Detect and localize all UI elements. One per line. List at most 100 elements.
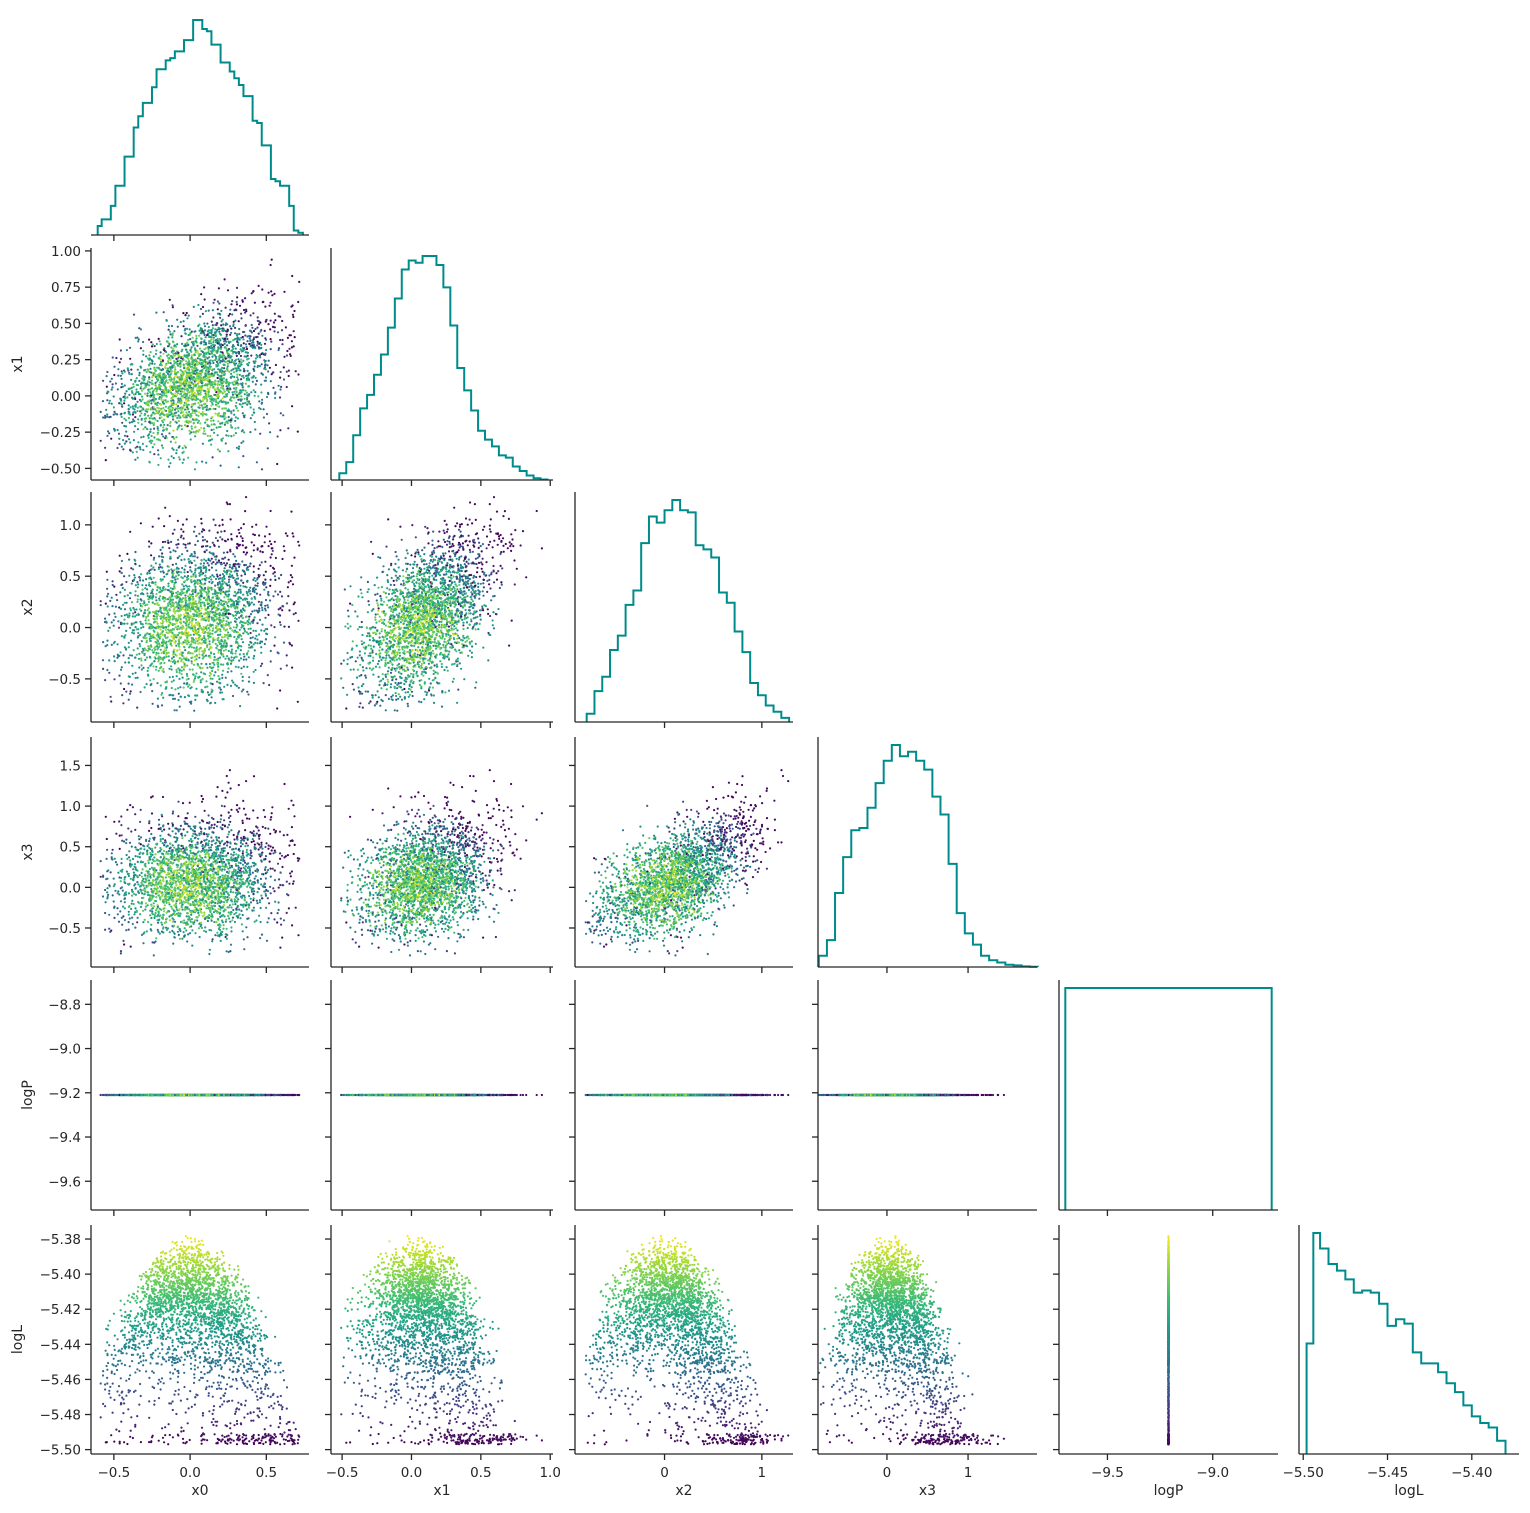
- scatter-point: [207, 352, 209, 354]
- scatter-point: [148, 339, 150, 341]
- scatter-point: [168, 466, 170, 468]
- scatter-point: [218, 406, 220, 408]
- scatter-point: [276, 463, 278, 465]
- scatter-point: [231, 300, 233, 302]
- scatter-point: [169, 515, 171, 517]
- scatter-point: [186, 342, 188, 344]
- scatter-point: [258, 285, 260, 287]
- scatter-point: [129, 347, 131, 349]
- scatter-point: [189, 349, 191, 351]
- scatter-point: [123, 418, 125, 420]
- scatter-point: [169, 299, 171, 301]
- scatter-point: [214, 359, 216, 361]
- scatter-point: [142, 408, 144, 410]
- scatter-point: [253, 375, 255, 377]
- scatter-point: [204, 329, 206, 331]
- scatter-point: [194, 544, 196, 546]
- scatter-point: [173, 350, 175, 352]
- scatter-point: [208, 530, 210, 532]
- scatter-point: [227, 435, 229, 437]
- scatter-point: [265, 319, 267, 321]
- scatter-point: [230, 332, 232, 334]
- scatter-point: [140, 436, 142, 438]
- scatter-point: [106, 435, 108, 437]
- scatter-point: [219, 344, 221, 346]
- scatter-point: [184, 421, 186, 423]
- scatter-point: [188, 353, 190, 355]
- scatter-point: [213, 659, 215, 661]
- scatter-point: [145, 355, 147, 357]
- scatter-point: [264, 330, 266, 332]
- scatter-point: [188, 678, 190, 680]
- scatter-point: [231, 391, 233, 393]
- scatter-point: [212, 327, 214, 329]
- scatter-point: [184, 332, 186, 334]
- scatter-point: [172, 304, 174, 306]
- scatter-point: [255, 383, 257, 385]
- scatter-point: [183, 325, 185, 327]
- scatter-point: [293, 330, 295, 332]
- scatter-point: [267, 393, 269, 395]
- scatter-point: [139, 372, 141, 374]
- scatter-point: [181, 428, 183, 430]
- scatter-point: [254, 391, 256, 393]
- scatter-point: [286, 371, 288, 373]
- scatter-point: [241, 406, 243, 408]
- scatter-point: [275, 364, 277, 366]
- scatter-point: [108, 416, 110, 418]
- scatter-point: [100, 440, 102, 442]
- scatter-point: [159, 355, 161, 357]
- scatter-point: [194, 419, 196, 421]
- scatter-point: [220, 438, 222, 440]
- scatter-point: [145, 410, 147, 412]
- scatter-point: [121, 370, 123, 372]
- scatter-point: [181, 349, 183, 351]
- scatter-point: [221, 674, 223, 676]
- scatter-point: [167, 459, 169, 461]
- scatter-point: [237, 410, 239, 412]
- scatter-point: [155, 410, 157, 412]
- scatter-point: [266, 604, 268, 606]
- scatter-point: [209, 629, 211, 631]
- scatter-point: [236, 391, 238, 393]
- scatter-point: [174, 362, 176, 364]
- scatter-point: [246, 400, 248, 402]
- scatter-point: [157, 393, 159, 395]
- scatter-point: [206, 409, 208, 411]
- scatter-point: [194, 435, 196, 437]
- scatter-point: [226, 430, 228, 432]
- scatter-point: [163, 347, 165, 349]
- scatter-point: [225, 335, 227, 337]
- scatter-point: [104, 415, 106, 417]
- scatter-point: [151, 387, 153, 389]
- scatter-point: [225, 442, 227, 444]
- scatter-point: [278, 577, 280, 579]
- scatter-point: [244, 334, 246, 336]
- scatter-point: [148, 437, 150, 439]
- scatter-point: [206, 334, 208, 336]
- scatter-point: [157, 402, 159, 404]
- scatter-point: [142, 428, 144, 430]
- scatter-point: [192, 431, 194, 433]
- scatter-point: [195, 384, 197, 386]
- scatter-point: [230, 424, 232, 426]
- scatter-point: [236, 374, 238, 376]
- scatter-point: [214, 408, 216, 410]
- scatter-point: [236, 574, 238, 576]
- scatter-point: [177, 326, 179, 328]
- scatter-point: [147, 368, 149, 370]
- scatter-point: [171, 386, 173, 388]
- scatter-point: [246, 379, 248, 381]
- scatter-point: [246, 358, 248, 360]
- scatter-point: [180, 321, 182, 323]
- scatter-point: [168, 668, 170, 670]
- scatter-point: [155, 384, 157, 386]
- scatter-point: [220, 348, 222, 350]
- scatter-point: [119, 361, 121, 363]
- scatter-point: [158, 338, 160, 340]
- scatter-point: [162, 426, 164, 428]
- panel-x1-vs-x1: [331, 248, 553, 486]
- scatter-point: [265, 339, 267, 341]
- scatter-point: [288, 348, 290, 350]
- scatter-point: [183, 383, 185, 385]
